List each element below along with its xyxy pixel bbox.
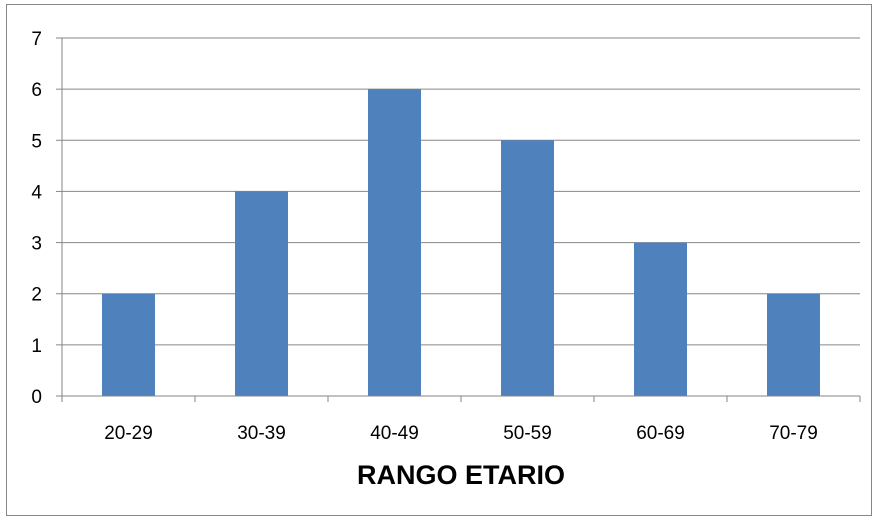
tick-labels: 0 1 2 3 4 5 6 7 20-29 30-39 40-49 50-59 60-69 70-79 <box>31 29 817 444</box>
x-tick-label: 50-59 <box>503 423 552 444</box>
x-tick-label: 30-39 <box>237 423 286 444</box>
y-tick-label: 1 <box>31 336 42 357</box>
x-tick-label: 40-49 <box>370 423 419 444</box>
bar <box>767 293 820 396</box>
x-axis-title: RANGO ETARIO <box>357 460 565 490</box>
y-tick-label: 4 <box>31 182 42 203</box>
y-tick-label: 6 <box>31 80 42 101</box>
x-tick-label: 70-79 <box>769 423 818 444</box>
y-tick-label: 0 <box>31 387 42 408</box>
bar <box>501 140 554 396</box>
y-tick-label: 5 <box>31 131 42 152</box>
bar <box>102 293 155 396</box>
y-tick-label: 2 <box>31 285 42 306</box>
bars <box>102 89 820 397</box>
bar <box>634 242 687 396</box>
x-tick-label: 20-29 <box>104 423 153 444</box>
x-tick-label: 60-69 <box>636 423 685 444</box>
bar <box>368 89 421 397</box>
axes <box>56 37 861 402</box>
y-tick-label: 7 <box>31 29 42 50</box>
y-tick-label: 3 <box>31 234 42 255</box>
gridlines <box>62 37 860 346</box>
bar <box>235 191 288 396</box>
